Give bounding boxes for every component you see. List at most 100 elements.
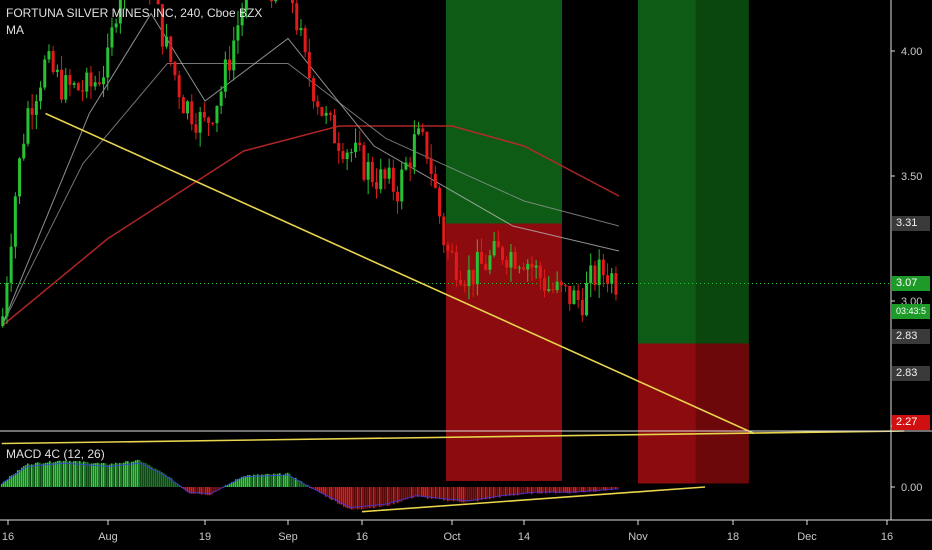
candle-body-113	[475, 252, 479, 285]
candle-body-82	[345, 152, 349, 160]
macd-bar-274	[548, 487, 551, 494]
candle-body-71	[299, 28, 303, 31]
candle-body-94	[396, 191, 400, 202]
macd-bar-156	[312, 487, 315, 489]
zone-profit-0	[446, 0, 562, 224]
macd-bar-97	[194, 487, 197, 494]
symbol-title[interactable]: FORTUNA SILVER MINES INC, 240, Cboe BZX	[6, 6, 263, 20]
macd-bar-203	[406, 487, 409, 500]
candle-body-88	[370, 161, 374, 183]
macd-bar-92	[184, 487, 187, 491]
macd-bar-218	[436, 487, 439, 499]
macd-bar-181	[362, 487, 365, 510]
macd-bar-85	[170, 478, 173, 487]
candle-body-54	[228, 59, 232, 71]
macd-bar-150	[300, 481, 303, 487]
macd-bar-119	[238, 478, 241, 487]
macd-bar-285	[570, 487, 573, 493]
macd-bar-28	[56, 460, 59, 487]
macd-bar-277	[554, 487, 557, 494]
macd-bar-136	[272, 473, 275, 487]
macd-bar-148	[296, 479, 299, 487]
macd-bar-195	[390, 487, 393, 504]
macd-bar-14	[28, 464, 31, 487]
candle-body-4	[18, 158, 22, 197]
macd-bar-276	[552, 487, 555, 493]
candle-body-41	[173, 61, 177, 76]
position-zones	[446, 0, 749, 484]
candle-body-125	[526, 263, 530, 270]
macd-histogram	[0, 459, 706, 513]
macd-bar-127	[254, 474, 257, 487]
macd-bar-232	[464, 487, 467, 503]
macd-bar-29	[58, 460, 61, 487]
candle-body-85	[358, 142, 362, 146]
macd-bar-103	[206, 487, 209, 496]
candle-body-135	[568, 285, 572, 305]
candle-body-74	[312, 78, 316, 102]
macd-bar-93	[186, 487, 189, 493]
candle-body-40	[169, 36, 173, 62]
macd-bar-258	[516, 487, 519, 496]
ma-indicator-label[interactable]: MA	[6, 23, 24, 37]
candle-body-134	[564, 285, 568, 287]
macd-bar-38	[76, 461, 79, 487]
macd-bar-300	[600, 487, 603, 490]
macd-bar-33	[66, 461, 69, 487]
candle-body-146	[614, 273, 618, 295]
macd-bar-53	[106, 464, 109, 487]
macd-bar-89	[178, 485, 181, 487]
macd-bar-208	[416, 487, 419, 497]
candle-body-72	[303, 28, 307, 53]
macd-bar-193	[386, 487, 389, 506]
candle-body-3	[13, 196, 17, 247]
macd-bar-293	[586, 487, 589, 492]
macd-bar-284	[568, 487, 571, 494]
macd-bar-221	[442, 487, 445, 501]
macd-bar-115	[230, 482, 233, 487]
moving-average-1	[1, 125, 620, 327]
macd-bar-229	[458, 487, 461, 502]
macd-bar-209	[418, 487, 421, 497]
macd-bar-226	[452, 487, 455, 502]
macd-bar-270	[540, 487, 543, 494]
macd-bar-70	[140, 461, 143, 487]
macd-bar-242	[484, 487, 487, 500]
candle-body-70	[295, 3, 299, 31]
macd-bar-194	[388, 487, 391, 506]
time-axis-ticks: 16 Aug 19 Sep 16 Oct 14 Nov 18 Dec 16	[2, 520, 893, 543]
candle-body-92	[387, 167, 391, 179]
candle-body-115	[484, 263, 488, 270]
candle-body-20	[85, 72, 89, 92]
macd-bar-108	[216, 487, 219, 491]
macd-bar-37	[74, 461, 77, 487]
macd-bar-123	[246, 475, 249, 487]
macd-bar-130	[260, 474, 263, 487]
macd-bar-87	[174, 482, 177, 487]
macd-bar-174	[348, 487, 351, 509]
candle-body-42	[177, 75, 181, 98]
macd-bar-83	[166, 476, 169, 487]
candle-body-1	[5, 282, 9, 317]
candle-body-132	[555, 281, 559, 291]
macd-bar-296	[592, 487, 595, 492]
candle-body-45	[190, 101, 194, 125]
macd-bar-118	[236, 478, 239, 487]
macd-indicator-label[interactable]: MACD 4C (12, 26)	[6, 447, 105, 461]
candle-body-128	[538, 265, 542, 279]
macd-bar-227	[454, 487, 457, 501]
macd-bar-161	[322, 487, 325, 495]
macd-bar-94	[188, 487, 191, 494]
macd-bar-254	[508, 487, 511, 496]
macd-bar-20	[40, 463, 43, 487]
macd-bar-17	[34, 462, 37, 487]
macd-bar-63	[126, 461, 129, 487]
time-tick-label-7: Nov	[628, 531, 648, 543]
macd-bar-152	[304, 484, 307, 487]
candle-body-129	[543, 278, 547, 291]
macd-bar-166	[332, 487, 335, 500]
candle-body-84	[354, 142, 358, 153]
candle-body-46	[194, 124, 198, 133]
macd-bar-290	[580, 487, 583, 493]
